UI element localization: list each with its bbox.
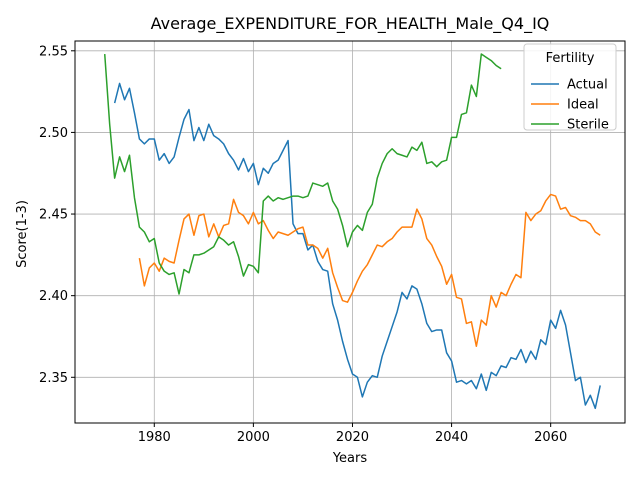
y-tick-label: 2.55 xyxy=(39,44,68,59)
legend-label-ideal: Ideal xyxy=(567,98,599,113)
x-tick-label: 2040 xyxy=(435,430,468,445)
x-tick-label: 1980 xyxy=(138,430,171,445)
series-line-ideal xyxy=(138,193,601,348)
y-tick-label: 2.40 xyxy=(39,289,68,304)
series-line-sterile xyxy=(103,53,502,295)
x-tick-label: 2020 xyxy=(336,430,369,445)
chart-title: Average_EXPENDITURE_FOR_HEALTH_Male_Q4_I… xyxy=(151,14,550,34)
axes-frame xyxy=(74,40,626,424)
x-axis-label: Years xyxy=(332,451,368,466)
plot-area xyxy=(103,53,601,410)
y-axis-ticks: 2.35 2.40 2.45 2.50 2.55 xyxy=(39,44,75,386)
x-axis-ticks: 1980 2000 2020 2040 2060 xyxy=(138,423,567,445)
legend-items: Actual Ideal Sterile xyxy=(531,78,609,133)
y-tick-label: 2.45 xyxy=(39,208,68,223)
legend: Fertility Actual Ideal Sterile xyxy=(523,43,617,133)
x-tick-label: 2060 xyxy=(534,430,567,445)
legend-title: Fertility xyxy=(546,51,595,66)
legend-box xyxy=(523,43,617,131)
y-tick-label: 2.35 xyxy=(39,371,68,386)
legend-label-actual: Actual xyxy=(567,78,608,93)
x-tick-label: 2000 xyxy=(237,430,270,445)
y-axis-label: Score(1-3) xyxy=(15,200,30,268)
y-tick-label: 2.50 xyxy=(39,126,68,141)
legend-label-sterile: Sterile xyxy=(567,118,609,133)
series-line-actual xyxy=(113,82,601,410)
